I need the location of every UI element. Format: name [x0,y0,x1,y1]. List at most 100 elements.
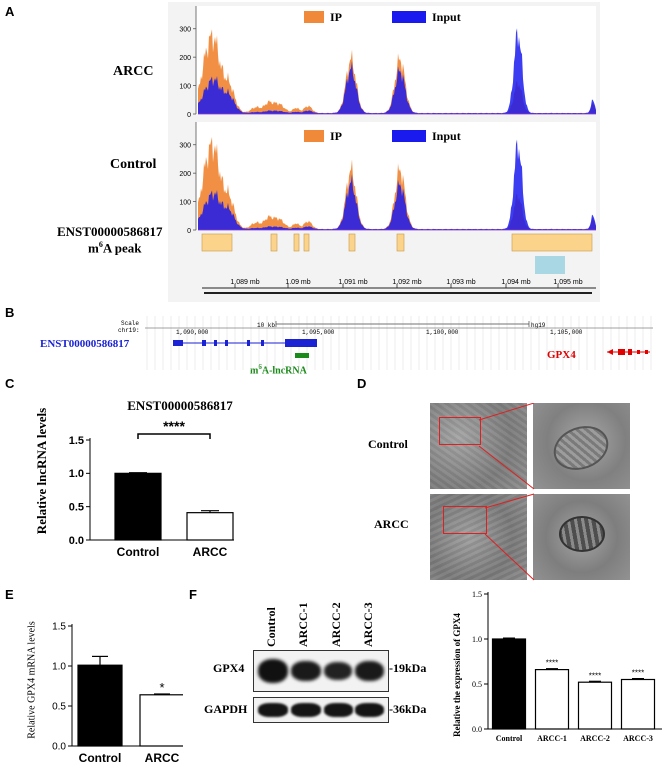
gpx4-strand-arrow [607,349,613,355]
browser-scale-label: Scale [121,320,140,327]
coord-label: 1,100,000 [426,329,459,336]
panel-label-c: C [5,376,15,391]
y-tick-label: 0.0 [52,742,66,753]
blot-band [324,703,353,717]
blot-band [355,703,384,717]
y-tick-label: 1.5 [472,590,482,599]
ip-coverage-area [198,29,596,114]
blot-band [258,659,288,683]
blot-gapdh-membrane [253,697,389,723]
lncrna-exon [214,340,217,346]
genome-tick-label: 1.091 mb [338,279,367,286]
y-tick-label: 0.0 [472,725,482,734]
coord-label: 1,095,000 [302,329,335,336]
zoom-line [478,445,535,490]
peak-block [511,233,593,252]
y-tick-label: 1.0 [69,468,84,480]
y-tick-label: 200 [179,55,191,62]
m6a-peak-track [201,233,593,274]
y-tick-label: 100 [179,84,191,91]
y-tick-label: 100 [179,200,191,207]
m6a-lncrna-label: m6A-lncRNA [250,363,307,377]
y-tick-label: 1.0 [472,635,482,644]
bar-control [77,664,123,747]
m6a-peak-label: m6A peak [88,240,142,256]
chart-c-ylabel: Relative lncRNA levels [34,407,49,535]
blot-lane-label: ARCC-2 [329,602,343,647]
x-category-label: ARCC [193,545,228,559]
tem-image-control-zoom [533,403,630,489]
significance-marker: **** [589,671,601,680]
blot-band [355,661,384,681]
genome-tick-label: 1.092 mb [392,279,421,286]
m6a-lncrna-feature [295,353,309,358]
legend-input-control: Input [432,129,461,143]
blot-band [324,662,352,680]
blot-kda-gapdh: -36kDa [389,702,427,716]
blot-row-label-gapdh: GAPDH [204,702,248,716]
peak-block [396,233,405,252]
coord-label: 1,090,000 [176,329,209,336]
chart-c-title: ENST00000586817 [127,398,233,413]
genome-tick-label: 1.09 mb [285,279,310,286]
y-tick-label: 0 [187,112,191,119]
tem-mitochondrion [559,516,605,552]
peak-block [201,233,233,252]
genome-tick-label: 1.093 mb [446,279,475,286]
x-category-label: Control [117,545,160,559]
x-category-label: ARCC [145,751,180,765]
legend-input-arcc: Input [432,10,461,24]
lncrna-track-label: ENST00000586817 [40,338,130,350]
gpx4-gene-label: GPX4 [547,349,576,361]
gpx4-exon [628,349,632,355]
control-y-axis: 300 200 100 0 [179,122,197,235]
bar-arcc-2 [577,681,613,730]
y-tick-label: 0.0 [69,535,84,547]
panel-label-b: B [5,305,15,320]
lncrna-exon [225,340,228,346]
blot-band [291,703,321,717]
panel-label-e: E [5,587,14,602]
lncrna-exon [261,340,264,346]
chart-c: 0.0 0.5 1.0 1.5 Control ARCC ENST00000586817 **… [69,398,234,559]
transcript-label: ENST00000586817 [57,224,163,239]
genome-browser-figure: 10 kb hg19 1,090,000 1,095,000 1,100,000… [145,316,653,370]
chart-e: 0.0 0.5 1.0 1.5 Control ARCC * [52,622,183,765]
legend-ip-swatch-arcc [304,11,324,23]
blot-row-label-gpx4: GPX4 [213,661,245,675]
chart-f: 0.0 0.5 1.0 1.5 Control ARCC-1 **** ARCC-2 **** A… [472,590,662,743]
peak-block [293,233,300,252]
tem-image-arcc-overview [430,494,527,580]
arcc-coverage-track [198,28,596,115]
bar-control [114,472,162,541]
bar-arcc-1 [534,668,570,730]
bar-arcc-3 [620,678,656,730]
genome-tick-label: 1.089 mb [230,279,259,286]
x-category-label: ARCC-2 [580,734,610,743]
genome-tick-label: 1.095 mb [553,279,582,286]
significance-marker: **** [163,418,185,434]
blot-lane-label: Control [264,607,278,647]
tem-mitochondrion [547,418,615,478]
peak-block [270,233,278,252]
browser-chr-label: chr19: [118,327,140,334]
blot-band [258,703,288,717]
zoom-line [484,493,535,509]
panel-label-a: A [5,4,15,19]
tem-texture [430,494,527,580]
peak-block [348,233,356,252]
chart-c-ylabel-wrap: Relative lncRNA levels [30,400,54,542]
lncrna-exon [202,340,206,346]
gpx4-exon [618,349,625,355]
y-tick-label: 1.5 [52,622,66,633]
tem-image-arcc-zoom [533,494,630,580]
gpx4-exon [637,350,640,354]
x-category-label: ARCC-1 [537,734,567,743]
x-category-label: Control [79,751,122,765]
tem-label-arcc: ARCC [374,517,409,531]
track-label-arcc: ARCC [113,64,154,79]
tem-region-box [443,506,487,534]
y-tick-label: 1.0 [52,662,66,673]
gpx4-exon [645,350,648,354]
